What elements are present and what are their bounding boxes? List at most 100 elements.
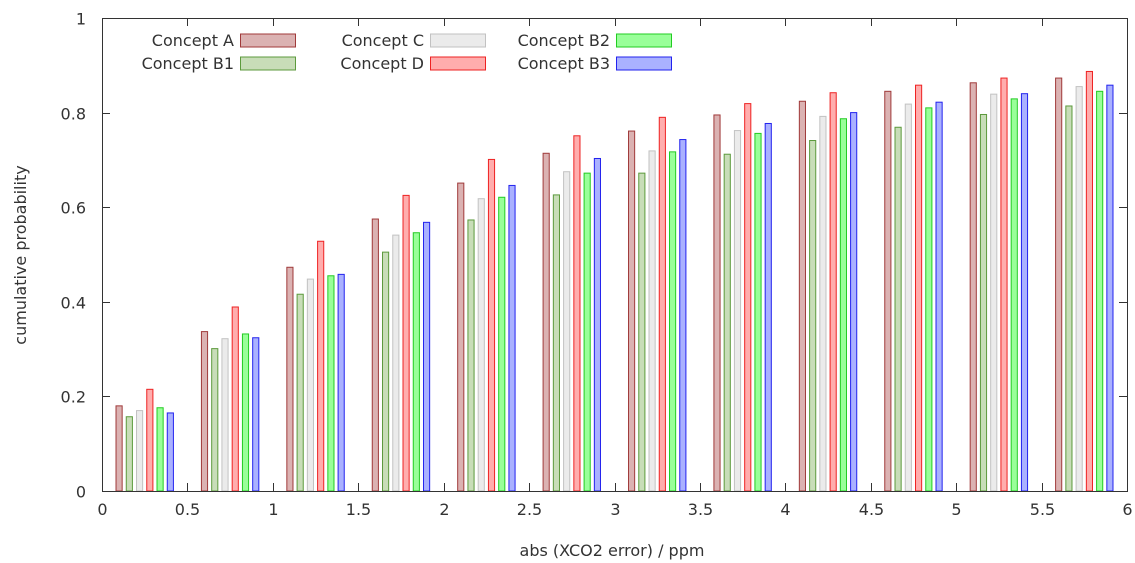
bar-concept-b2: [1096, 90, 1104, 492]
bar-concept-b3: [764, 122, 772, 492]
y-tick-label: 0.6: [61, 199, 86, 218]
x-tick-label: 1.5: [346, 500, 371, 519]
bar-concept-b2: [583, 172, 591, 492]
x-tick-label: 0: [97, 500, 107, 519]
x-axis-label: abs (XCO2 error) / ppm: [520, 541, 705, 560]
bar-concept-b2: [412, 232, 420, 492]
bar-concept-b1: [211, 348, 219, 492]
y-axis-label: cumulative probability: [11, 165, 30, 344]
bar-concept-d: [915, 84, 923, 492]
y-tick-label: 1: [76, 10, 86, 29]
legend-label: Concept B3: [518, 54, 610, 73]
x-tick-label: 2: [439, 500, 449, 519]
bar-concept-b3: [679, 139, 687, 492]
bar-concept-b1: [296, 293, 304, 492]
bar-concept-d: [1000, 77, 1008, 492]
x-tick-label: 4.5: [859, 500, 884, 519]
bar-concept-a: [457, 182, 465, 492]
legend-label: Concept D: [340, 54, 424, 73]
bar-concept-d: [487, 158, 496, 492]
bar-concept-c: [563, 171, 571, 492]
legend-label: Concept B1: [142, 54, 234, 73]
bar-concept-c: [306, 278, 314, 492]
bar-concept-a: [713, 114, 721, 492]
legend-swatch: [240, 33, 296, 48]
bar-concept-c: [819, 115, 827, 492]
bar-concept-b2: [498, 196, 506, 492]
bar-concept-b2: [754, 132, 762, 492]
bar-concept-a: [200, 331, 209, 492]
bar-concept-c: [990, 93, 998, 492]
bar-concept-a: [542, 152, 550, 492]
bar-concept-d: [402, 194, 410, 492]
bar-concept-d: [317, 240, 325, 492]
bar-concept-a: [628, 130, 636, 492]
bar-concept-c: [904, 103, 912, 492]
y-tick-label: 0.2: [61, 388, 86, 407]
bar-concept-a: [371, 218, 379, 492]
x-tick-label: 2.5: [517, 500, 542, 519]
bar-concept-b2: [156, 407, 164, 492]
legend-swatch: [430, 56, 486, 71]
legend-swatch: [616, 56, 672, 71]
x-tick-label: 4: [780, 500, 790, 519]
bar-concept-d: [744, 103, 752, 492]
bars-layer: [115, 70, 1114, 492]
bar-concept-b1: [382, 251, 390, 492]
bar-concept-c: [392, 234, 400, 492]
y-tick-label: 0.8: [61, 105, 86, 124]
x-tick-label: 5: [951, 500, 961, 519]
bar-concept-d: [231, 306, 239, 492]
bar-concept-b3: [850, 112, 858, 492]
bar-concept-a: [1055, 77, 1063, 492]
bar-concept-d: [658, 116, 666, 492]
bar-concept-d: [573, 135, 581, 492]
bar-concept-d: [146, 388, 154, 492]
bar-concept-b3: [1020, 93, 1029, 492]
bar-concept-a: [798, 100, 806, 492]
bar-concept-b3: [337, 273, 345, 492]
bar-concept-b1: [723, 153, 731, 492]
bar-concept-b2: [925, 107, 933, 492]
plot-frame: [102, 18, 1128, 492]
legend-swatch: [430, 33, 486, 48]
bar-concept-b2: [839, 118, 847, 492]
x-tick-label: 0.5: [175, 500, 200, 519]
bar-concept-a: [969, 82, 977, 492]
bar-concept-a: [286, 266, 294, 492]
y-tick-label: 0: [76, 483, 86, 502]
bar-concept-b1: [125, 416, 133, 492]
x-tick-label: 3: [610, 500, 620, 519]
legend: Concept A Concept B1 Concept C Concept D Con…: [142, 31, 672, 73]
bar-concept-b1: [809, 140, 817, 492]
bar-concept-b2: [241, 333, 250, 492]
bar-concept-b3: [508, 184, 516, 492]
bar-concept-b2: [327, 275, 335, 492]
legend-label: Concept C: [342, 31, 424, 50]
bar-concept-c: [221, 338, 229, 492]
bar-concept-c: [733, 130, 742, 492]
bar-concept-b1: [1065, 105, 1073, 492]
bar-concept-c: [1075, 86, 1083, 492]
bar-concept-a: [884, 90, 892, 492]
bar-concept-b3: [252, 337, 260, 492]
x-tick-label: 3.5: [688, 500, 713, 519]
y-tick-label: 0.4: [61, 294, 86, 313]
bar-concept-b2: [1010, 98, 1018, 492]
bar-concept-b3: [166, 412, 174, 492]
x-tick-label: 1: [268, 500, 278, 519]
bar-concept-b1: [552, 194, 560, 492]
legend-swatch: [616, 33, 672, 48]
legend-label: Concept B2: [518, 31, 610, 50]
bar-concept-b3: [593, 157, 601, 492]
x-tick-label: 6: [1122, 500, 1132, 519]
bar-concept-b3: [423, 221, 431, 492]
bar-concept-d: [1085, 70, 1093, 492]
legend-label: Concept A: [152, 31, 234, 50]
bar-concept-b2: [669, 151, 677, 492]
bar-concept-b1: [467, 219, 475, 492]
bar-concept-a: [115, 405, 123, 492]
legend-swatch: [240, 56, 296, 71]
bar-concept-d: [829, 92, 837, 492]
